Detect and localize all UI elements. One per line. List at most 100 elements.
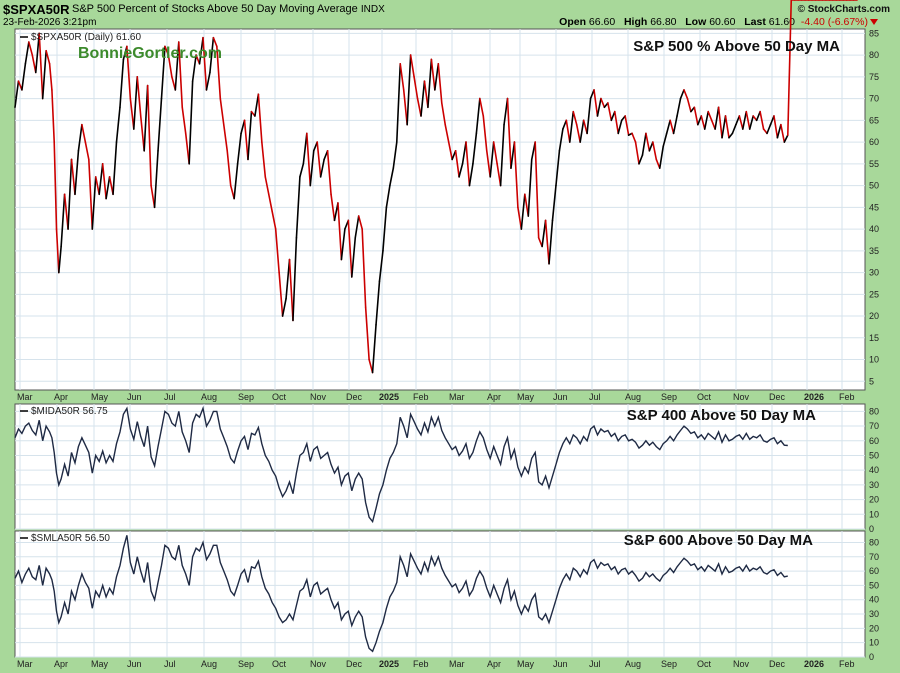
panel-mid: 0 10 20 30 40 50 60 70 80 $MIDA50R 56.75 S&P 400 A…: [14, 403, 879, 534]
series-segment: [226, 149, 232, 187]
low-label: Low: [685, 16, 707, 28]
y-tick-label: 40: [869, 224, 879, 234]
high-value: 66.80: [650, 16, 677, 28]
series-segment: [219, 97, 225, 126]
series-segment: [638, 154, 644, 165]
series-segment: [264, 176, 270, 196]
series-segment: [74, 149, 80, 196]
legend-label: $SPXA50R (Daily) 61.60: [31, 32, 141, 43]
series-segment: [572, 110, 578, 126]
x-tick-label: Nov: [733, 392, 750, 402]
series-segment: [31, 54, 37, 74]
y-tick-label: 10: [869, 509, 879, 519]
series-segment: [586, 97, 592, 135]
series-segment: [395, 62, 402, 143]
series-segment: [392, 141, 398, 169]
series-segment: [485, 149, 492, 178]
series-segment: [34, 32, 41, 74]
y-tick-label: 60: [869, 436, 879, 446]
y-tick-label: 10: [869, 638, 879, 648]
x-tick-label: Mar: [449, 659, 465, 669]
x-tick-label: Aug: [625, 392, 641, 402]
series-segment: [295, 176, 301, 239]
series-segment: [575, 123, 581, 143]
symbol-label: $SPXA50R: [3, 2, 70, 17]
series-segment: [544, 219, 550, 265]
series-segment: [101, 163, 107, 200]
series-segment: [177, 41, 184, 109]
change-value: -4.40 (-6.67%): [800, 16, 868, 28]
x-tick-label: 2025: [379, 659, 399, 669]
series-segment: [776, 123, 782, 139]
y-tick-label: 50: [869, 450, 879, 460]
series-segment: [88, 158, 94, 230]
security-name-text: S&P 500 Percent of Stocks Above 50 Day M…: [72, 3, 358, 15]
x-tick-label: 2025: [379, 392, 399, 402]
x-tick-label: Sep: [238, 659, 254, 669]
x-tick-label: May: [91, 659, 109, 669]
series-segment: [292, 236, 298, 322]
series-segment: [510, 141, 516, 169]
series-segment: [247, 110, 253, 161]
series-segment: [63, 193, 69, 230]
series-segment: [731, 123, 737, 135]
series-segment: [461, 141, 467, 165]
x-tick-label: Dec: [769, 392, 786, 402]
series-segment: [437, 62, 443, 104]
x-tick-label: Jul: [164, 392, 176, 402]
series-segment: [167, 54, 173, 78]
series-segment: [354, 215, 360, 239]
x-tick-label: Nov: [310, 659, 327, 669]
x-tick-label: Jul: [589, 392, 601, 402]
series-segment: [427, 58, 433, 109]
series-segment: [222, 123, 229, 152]
x-tick-label: Aug: [201, 392, 217, 402]
open-label: Open: [559, 16, 586, 28]
series-segment: [361, 228, 367, 309]
x-tick-label: Apr: [487, 392, 501, 402]
low-value: 60.60: [709, 16, 736, 28]
series-segment: [45, 49, 51, 65]
series-segment: [534, 141, 540, 239]
series-segment: [683, 89, 689, 100]
series-segment: [402, 89, 408, 126]
last-label: Last: [744, 16, 766, 28]
series-segment: [434, 62, 440, 91]
series-segment: [707, 110, 713, 122]
series-segment: [617, 119, 623, 135]
y-tick-label: 25: [869, 289, 879, 299]
series-segment: [714, 106, 720, 130]
series-segment: [285, 258, 291, 300]
down-arrow-icon: [870, 19, 878, 25]
series-segment: [136, 76, 142, 117]
y-tick-label: 85: [869, 28, 879, 38]
series-segment: [84, 141, 90, 161]
series-segment: [489, 141, 495, 178]
series-segment: [51, 89, 56, 143]
series-segment: [14, 80, 20, 109]
series-segment: [164, 45, 170, 56]
series-segment: [766, 123, 772, 135]
series-segment: [413, 76, 419, 100]
y-tick-label: 30: [869, 268, 879, 278]
series-segment: [416, 97, 422, 117]
series-segment: [160, 45, 166, 100]
x-tick-label: Oct: [697, 659, 712, 669]
series-segment: [375, 280, 381, 326]
series-segment: [458, 163, 464, 178]
series-segment: [205, 71, 211, 91]
x-tick-label: Apr: [54, 659, 68, 669]
x-tick-label: Dec: [769, 659, 786, 669]
series-segment: [41, 49, 47, 100]
series-segment: [70, 158, 76, 196]
exchange-label: INDX: [360, 4, 385, 15]
series-segment: [243, 119, 249, 161]
series-segment: [724, 115, 730, 139]
y-tick-label: 60: [869, 137, 879, 147]
series-segment: [357, 215, 363, 230]
y-tick-label: 20: [869, 623, 879, 633]
series-segment: [267, 193, 274, 213]
series-segment: [631, 132, 637, 143]
x-tick-label: May: [91, 392, 109, 402]
series-segment: [233, 163, 239, 200]
